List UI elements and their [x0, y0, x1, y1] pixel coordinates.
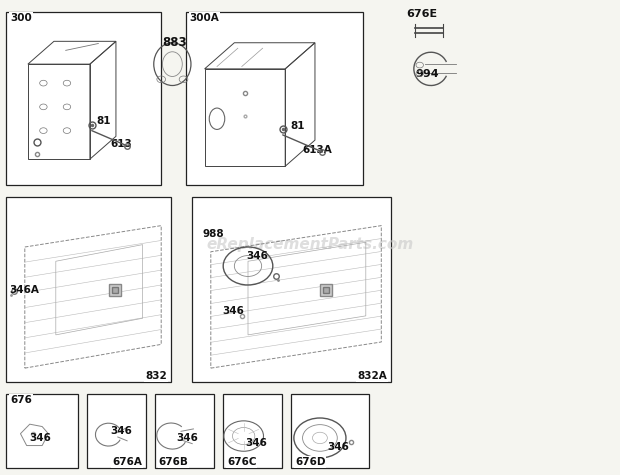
Bar	[186, 12, 363, 185]
Text: 676B: 676B	[159, 457, 188, 467]
Text: 346: 346	[327, 442, 349, 453]
Text: 994: 994	[415, 68, 439, 79]
Text: 300: 300	[10, 13, 32, 23]
Text: 832A: 832A	[357, 371, 387, 381]
Text: 676C: 676C	[227, 457, 257, 467]
Text: 81: 81	[290, 121, 304, 131]
Bar	[223, 394, 282, 468]
Text: 613A: 613A	[303, 144, 332, 155]
Text: 676: 676	[10, 395, 32, 405]
Bar	[192, 197, 391, 382]
Text: eReplacementParts.com: eReplacementParts.com	[206, 237, 414, 252]
Bar	[6, 394, 78, 468]
Text: 883: 883	[162, 36, 187, 49]
Bar	[6, 12, 161, 185]
Text: 81: 81	[96, 116, 110, 126]
Text: 300A: 300A	[190, 13, 219, 23]
Text: 346: 346	[246, 437, 267, 448]
Text: 832: 832	[145, 371, 167, 381]
Text: 346: 346	[30, 433, 51, 443]
Bar	[291, 394, 369, 468]
Text: 346: 346	[222, 306, 244, 316]
Text: 346A: 346A	[9, 285, 39, 295]
Text: 346: 346	[110, 426, 132, 437]
Bar	[87, 394, 146, 468]
Text: 988: 988	[202, 228, 224, 239]
Text: 676A: 676A	[112, 457, 142, 467]
Text: 613: 613	[110, 139, 132, 149]
Text: 346: 346	[176, 433, 198, 443]
Bar	[6, 197, 170, 382]
Text: 676D: 676D	[295, 457, 326, 467]
Text: 676E: 676E	[406, 9, 437, 19]
Text: 346: 346	[247, 250, 268, 261]
Bar	[155, 394, 214, 468]
